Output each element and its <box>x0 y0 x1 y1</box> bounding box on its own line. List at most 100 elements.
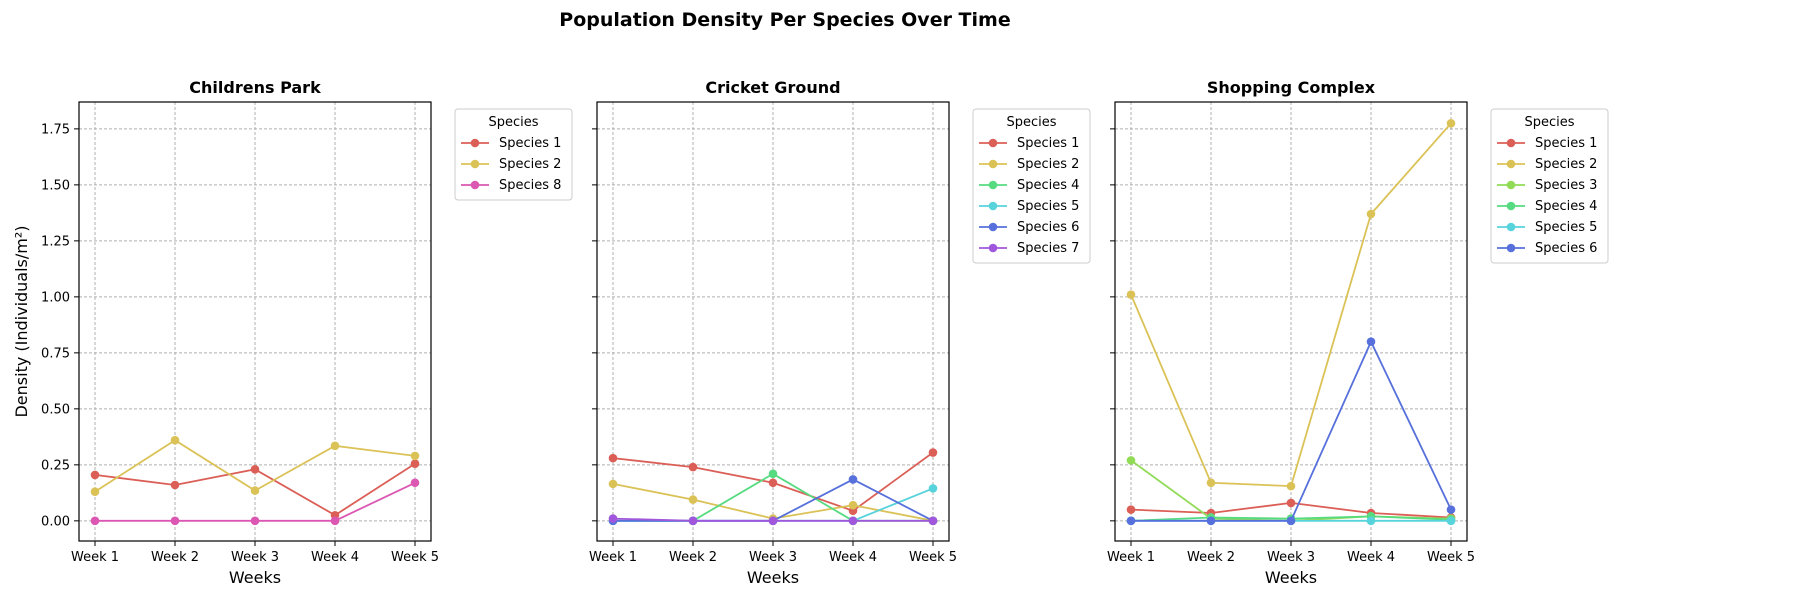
legend-entry: Species 3 <box>1535 178 1597 193</box>
legend-entry: Species 7 <box>1017 241 1079 256</box>
data-point <box>1126 290 1136 299</box>
data-point <box>330 516 340 526</box>
data-point <box>250 465 260 474</box>
y-axis-label: Density (Individuals/m²) <box>12 225 31 417</box>
data-point <box>1446 516 1456 526</box>
legend-box <box>1490 108 1609 264</box>
x-tick-label: Week 3 <box>1267 550 1315 565</box>
panel-title: Cricket Ground <box>705 78 840 97</box>
data-point <box>848 500 858 510</box>
data-point <box>1366 337 1376 346</box>
data-point <box>90 470 100 480</box>
y-tick-label: 0.00 <box>41 514 70 529</box>
x-tick-label: Week 3 <box>231 550 279 565</box>
legend-entry: Species 5 <box>1017 199 1079 214</box>
legend-swatch-marker <box>1506 138 1516 148</box>
x-tick-label: Week 5 <box>391 550 439 565</box>
data-point <box>410 451 420 461</box>
x-tick-label: Week 4 <box>311 550 359 565</box>
data-point <box>1126 516 1136 526</box>
legend-swatch-marker <box>470 180 480 190</box>
legend-swatch-marker <box>1506 180 1516 190</box>
data-point <box>410 459 420 469</box>
legend-swatch-marker <box>470 138 480 148</box>
data-point <box>688 462 698 472</box>
data-point <box>410 478 420 488</box>
legend-swatch-marker <box>1506 222 1516 232</box>
legend-title: Species <box>1524 115 1574 130</box>
legend-swatch-marker <box>988 180 998 190</box>
data-point <box>768 469 778 479</box>
chart-title: Population Density Per Species Over Time <box>559 9 1010 31</box>
y-tick-label: 0.50 <box>41 402 70 417</box>
legend-swatch-marker <box>988 159 998 169</box>
data-point <box>1446 118 1456 128</box>
data-point <box>1366 516 1376 526</box>
data-point <box>1366 209 1376 219</box>
legend: Species Species 1 Species 2 Species 3 Specie… <box>1490 108 1609 264</box>
data-point <box>928 448 938 457</box>
data-point <box>1446 505 1456 514</box>
data-point <box>928 516 938 526</box>
legend-entry: Species 4 <box>1017 178 1079 193</box>
data-point <box>170 516 180 526</box>
legend-box <box>972 108 1091 264</box>
panel-title: Shopping Complex <box>1207 78 1376 97</box>
y-tick-label: 0.75 <box>41 346 70 361</box>
x-tick-label: Week 1 <box>589 550 637 565</box>
legend-entry: Species 2 <box>1017 157 1079 172</box>
panel-2: Week 1 Week 2 Week 3 Week 4 Week 5 Cricket Gr… <box>589 78 1091 587</box>
y-tick-label: 0.25 <box>41 458 70 473</box>
data-point <box>90 516 100 526</box>
legend-swatch-marker <box>988 222 998 232</box>
legend-entry: Species 5 <box>1535 220 1597 235</box>
data-point <box>688 516 698 526</box>
data-point <box>1206 516 1216 526</box>
data-point <box>170 435 180 445</box>
data-point <box>928 484 938 493</box>
data-point <box>1126 505 1136 514</box>
legend-title: Species <box>1006 115 1056 130</box>
legend-box <box>454 108 573 201</box>
legend-swatch-marker <box>470 159 480 169</box>
x-tick-label: Week 4 <box>829 550 877 565</box>
x-tick-label: Week 5 <box>1427 550 1475 565</box>
legend-entry: Species 2 <box>1535 157 1597 172</box>
x-tick-label: Week 5 <box>909 550 957 565</box>
legend: Species Species 1 Species 2 Species 8 <box>454 108 573 201</box>
data-point <box>1126 456 1136 465</box>
legend-swatch-marker <box>988 138 998 148</box>
legend: Species Species 1 Species 2 Species 4 Specie… <box>972 108 1091 264</box>
legend-entry: Species 1 <box>1535 136 1597 151</box>
data-point <box>848 475 858 484</box>
panel-1: 0.00 0.25 0.50 0.75 1.00 1.25 1.50 1.75 Week 1 We… <box>41 78 573 587</box>
legend-title: Species <box>488 115 538 130</box>
x-axis-label: Weeks <box>747 568 799 587</box>
x-tick-label: Week 3 <box>749 550 797 565</box>
legend-swatch-marker <box>988 201 998 211</box>
data-point <box>1286 481 1296 491</box>
legend-entry: Species 1 <box>499 136 561 151</box>
data-point <box>848 516 858 526</box>
y-tick-label: 1.75 <box>41 122 70 137</box>
data-point <box>608 453 618 463</box>
data-point <box>688 495 698 504</box>
y-tick-label: 1.50 <box>41 178 70 193</box>
legend-entry: Species 4 <box>1535 199 1597 214</box>
data-point <box>1286 516 1296 526</box>
data-point <box>608 514 618 523</box>
legend-entry: Species 2 <box>499 157 561 172</box>
data-point <box>608 479 618 489</box>
legend-swatch-marker <box>988 243 998 253</box>
legend-entry: Species 1 <box>1017 136 1079 151</box>
y-tick-label: 1.00 <box>41 290 70 305</box>
legend-swatch-marker <box>1506 201 1516 211</box>
data-point <box>250 486 260 495</box>
legend-entry: Species 6 <box>1535 241 1597 256</box>
data-point <box>250 516 260 526</box>
legend-swatch-marker <box>1506 159 1516 169</box>
x-tick-label: Week 1 <box>71 550 119 565</box>
